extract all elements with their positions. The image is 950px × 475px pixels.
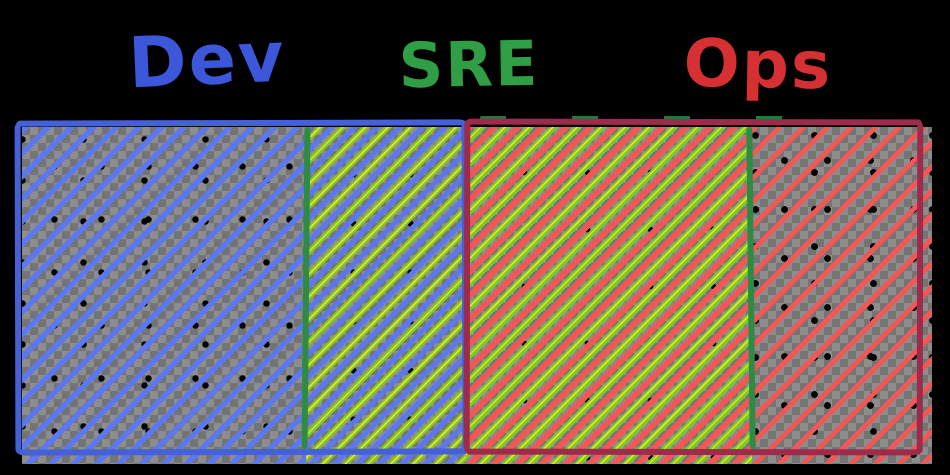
region-dev-only <box>22 127 306 464</box>
region-sre-ops-overlap <box>466 127 752 464</box>
sre-rectangle-top-border-hint <box>480 116 800 120</box>
dev-rectangle-outline <box>14 119 469 456</box>
ops-rectangle-outline <box>463 118 924 456</box>
region-ops-only <box>752 127 932 464</box>
region-dev-sre-overlap <box>306 127 466 464</box>
